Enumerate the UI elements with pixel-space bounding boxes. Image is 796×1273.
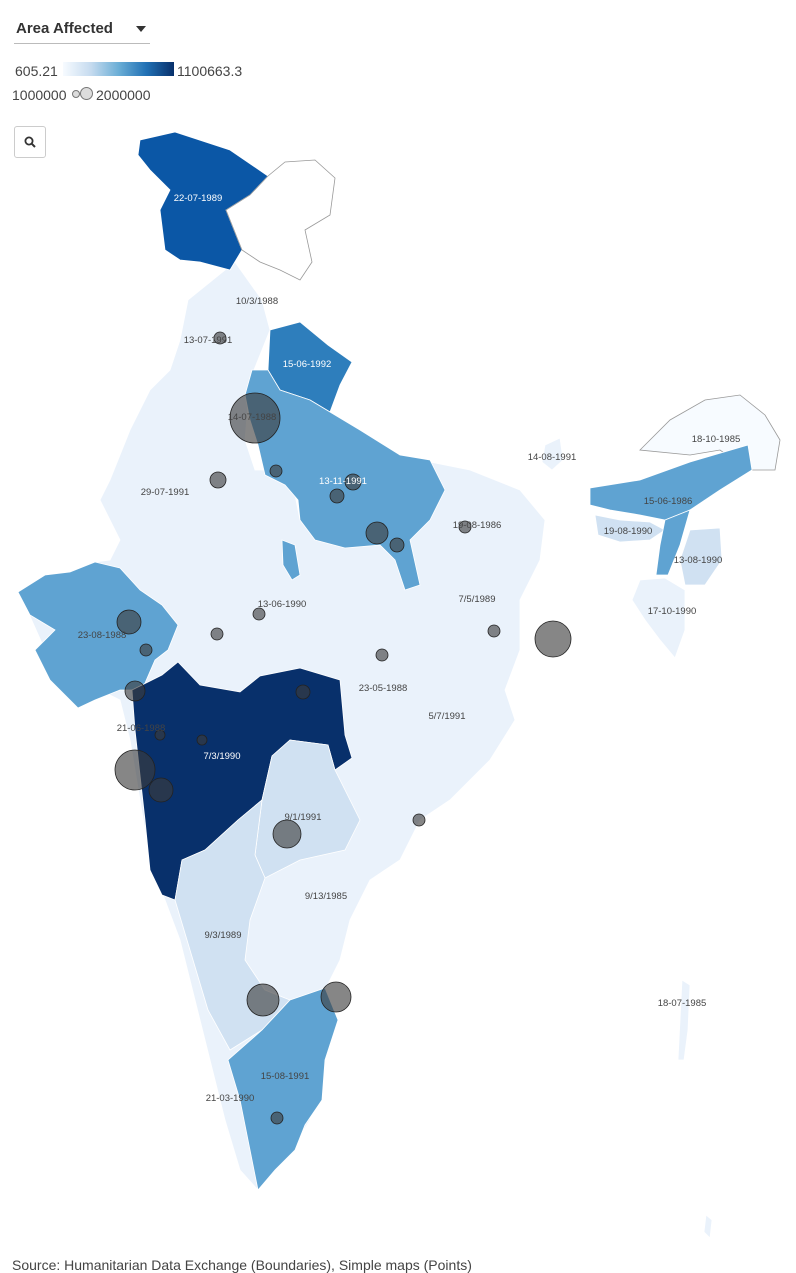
source-footer: Source: Humanitarian Data Exchange (Boun… xyxy=(12,1257,472,1273)
date-label: 21-03-1990 xyxy=(206,1093,255,1104)
date-label: 17-10-1990 xyxy=(648,606,697,617)
disaster-point[interactable] xyxy=(344,473,362,491)
region-andaman[interactable] xyxy=(677,979,691,1061)
date-label: 21-06-1988 xyxy=(117,723,166,734)
date-label: 9/13/1985 xyxy=(305,891,347,902)
size-legend-large-circle xyxy=(80,87,93,100)
metric-dropdown-label: Area Affected xyxy=(16,20,113,37)
date-label: 13-08-1990 xyxy=(674,555,723,566)
disaster-point[interactable] xyxy=(534,620,572,658)
date-label: 19-08-1990 xyxy=(604,526,653,537)
size-legend-small-circle xyxy=(72,90,80,98)
region-manipur[interactable] xyxy=(679,527,723,586)
disaster-point[interactable] xyxy=(139,643,153,657)
disaster-point[interactable] xyxy=(295,684,311,700)
disaster-point[interactable] xyxy=(196,734,208,746)
disaster-point[interactable] xyxy=(116,609,142,635)
region-meghalaya[interactable] xyxy=(594,514,666,543)
region-assam-south[interactable] xyxy=(655,509,691,576)
disaster-point[interactable] xyxy=(213,331,227,345)
disaster-point[interactable] xyxy=(269,464,283,478)
date-label: 15-06-1986 xyxy=(644,496,693,507)
date-label: 14-08-1991 xyxy=(528,452,577,463)
metric-dropdown[interactable]: Area Affected xyxy=(14,14,150,44)
map-regions xyxy=(17,131,781,1239)
date-label: 29-07-1991 xyxy=(141,487,190,498)
date-label: 14-07-1988 xyxy=(228,412,277,423)
region-ladakh[interactable] xyxy=(225,159,336,281)
region-jammu-kashmir[interactable] xyxy=(137,131,269,271)
disaster-point[interactable] xyxy=(154,729,166,741)
size-legend-min: 1000000 xyxy=(12,87,67,103)
date-label: 7/3/1990 xyxy=(204,751,241,762)
size-legend-max: 2000000 xyxy=(96,87,151,103)
date-label: 7/5/1989 xyxy=(459,594,496,605)
map-search-button[interactable] xyxy=(14,126,46,158)
disaster-point[interactable] xyxy=(229,392,281,444)
region-tamil-nadu[interactable] xyxy=(227,987,339,1191)
color-legend-max: 1100663.3 xyxy=(177,63,243,79)
disaster-point[interactable] xyxy=(270,1111,284,1125)
date-label: 22-07-1989 xyxy=(174,193,223,204)
date-label: 13-11-1991 xyxy=(319,476,367,487)
disaster-point[interactable] xyxy=(148,777,174,803)
region-nicobar[interactable] xyxy=(703,1214,713,1239)
region-mizoram[interactable] xyxy=(631,577,686,659)
date-label: 9/3/1989 xyxy=(205,930,242,941)
date-label: 9/1/1991 xyxy=(285,812,322,823)
region-up-strip[interactable] xyxy=(281,539,301,581)
disaster-point[interactable] xyxy=(252,607,266,621)
region-assam[interactable] xyxy=(589,444,753,521)
date-labels: 22-07-1989 10/3/1988 13-07-1991 15-06-1992 1… xyxy=(78,193,741,1104)
disaster-point[interactable] xyxy=(329,488,345,504)
disaster-point[interactable] xyxy=(320,981,352,1013)
disaster-point[interactable] xyxy=(389,537,405,553)
disaster-point[interactable] xyxy=(124,680,146,702)
disaster-point[interactable] xyxy=(487,624,501,638)
disaster-point[interactable] xyxy=(210,627,224,641)
search-icon xyxy=(24,136,36,148)
color-legend-gradient xyxy=(63,62,174,76)
date-label: 5/7/1991 xyxy=(429,711,466,722)
date-label: 10/3/1988 xyxy=(236,296,278,307)
region-gujarat[interactable] xyxy=(17,561,179,709)
disaster-point[interactable] xyxy=(412,813,426,827)
date-label: 23-05-1988 xyxy=(359,683,408,694)
date-label: 15-08-1991 xyxy=(261,1071,310,1082)
date-label: 13-07-1991 xyxy=(184,335,233,346)
disaster-circles xyxy=(114,331,572,1125)
disaster-point[interactable] xyxy=(365,521,389,545)
date-label: 18-10-1985 xyxy=(692,434,741,445)
color-legend-min: 605.21 xyxy=(15,63,58,79)
disaster-point[interactable] xyxy=(272,819,302,849)
date-label: 19-08-1986 xyxy=(453,520,502,531)
date-label: 13-06-1990 xyxy=(258,599,307,610)
disaster-point[interactable] xyxy=(375,648,389,662)
date-label: 23-08-1988 xyxy=(78,630,127,641)
disaster-point[interactable] xyxy=(114,749,156,791)
chevron-down-icon xyxy=(136,26,146,32)
disaster-point[interactable] xyxy=(209,471,227,489)
region-sikkim[interactable] xyxy=(541,437,564,471)
disaster-point[interactable] xyxy=(458,520,472,534)
disaster-point[interactable] xyxy=(246,983,280,1017)
date-label: 18-07-1985 xyxy=(658,998,707,1009)
date-label: 15-06-1992 xyxy=(283,359,332,370)
